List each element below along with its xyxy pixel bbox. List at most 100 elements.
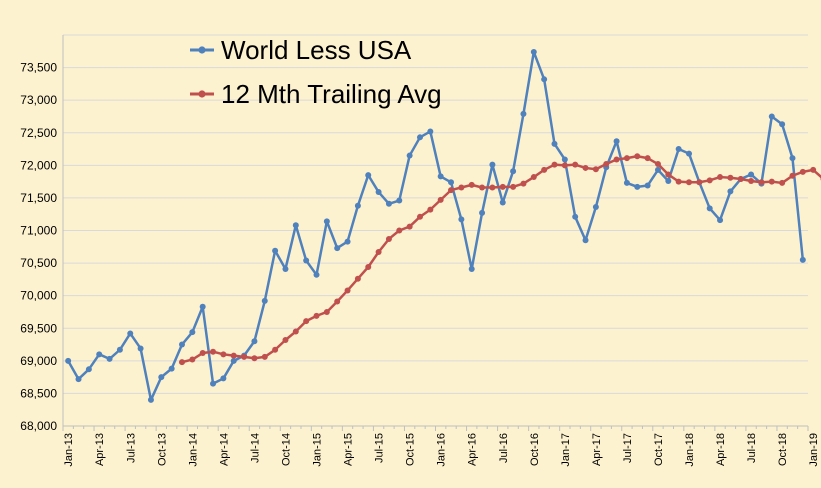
x-tick-label: Jan-13 xyxy=(63,433,75,467)
data-point xyxy=(96,351,103,358)
x-tick-label: Oct-13 xyxy=(156,433,168,466)
data-point xyxy=(665,177,672,184)
data-point xyxy=(354,202,361,209)
x-tick-label: Jul-14 xyxy=(249,433,261,463)
data-point xyxy=(272,247,279,254)
data-point xyxy=(541,76,548,83)
data-point xyxy=(654,161,661,168)
y-tick-label: 73,500 xyxy=(20,61,57,75)
data-point xyxy=(592,204,599,211)
data-point xyxy=(220,375,227,382)
data-point xyxy=(592,166,599,173)
data-point xyxy=(313,271,320,278)
x-tick-label: Apr-14 xyxy=(218,433,230,466)
data-point xyxy=(210,380,217,387)
data-point xyxy=(448,187,455,194)
data-point xyxy=(344,287,351,294)
x-tick-label: Apr-18 xyxy=(715,433,727,466)
data-point xyxy=(799,168,806,175)
data-point xyxy=(261,297,268,304)
data-point xyxy=(779,179,786,186)
data-point xyxy=(603,161,610,168)
data-point xyxy=(282,336,289,343)
data-point xyxy=(354,275,361,282)
data-point xyxy=(313,312,320,319)
data-point xyxy=(623,179,630,186)
y-tick-label: 70,500 xyxy=(20,256,57,270)
x-tick-label: Apr-13 xyxy=(94,433,106,466)
x-tick-label: Oct-15 xyxy=(405,433,417,466)
data-point xyxy=(717,217,724,224)
data-point xyxy=(654,166,661,173)
data-point xyxy=(748,171,755,178)
data-point xyxy=(561,162,568,169)
legend-item-world-less-usa: World Less USA xyxy=(190,35,412,65)
data-point xyxy=(427,206,434,213)
x-tick-label: Jul-13 xyxy=(125,433,137,463)
data-point xyxy=(158,374,165,381)
x-tick-label: Apr-15 xyxy=(343,433,355,466)
data-point xyxy=(468,265,475,272)
data-point xyxy=(520,110,527,117)
y-tick-label: 68,000 xyxy=(20,419,57,433)
data-point xyxy=(437,196,444,203)
data-point xyxy=(789,155,796,162)
x-tick-label: Jan-15 xyxy=(312,433,324,467)
series xyxy=(65,48,821,403)
x-tick-label: Jan-17 xyxy=(560,433,572,467)
data-point xyxy=(499,183,506,190)
data-point xyxy=(323,308,330,315)
x-tick-label: Oct-17 xyxy=(653,433,665,466)
data-point xyxy=(675,178,682,185)
data-point xyxy=(416,134,423,141)
y-tick-label: 70,000 xyxy=(20,289,57,303)
legend: World Less USA 12 Mth Trailing Avg xyxy=(190,35,442,109)
data-point xyxy=(717,174,724,181)
data-point xyxy=(551,161,558,168)
legend-label-trailing-avg: 12 Mth Trailing Avg xyxy=(221,79,442,109)
x-tick-label: Apr-17 xyxy=(591,433,603,466)
data-point xyxy=(241,353,248,360)
data-point xyxy=(365,172,372,179)
data-point xyxy=(220,351,227,358)
data-point xyxy=(489,184,496,191)
data-point xyxy=(344,238,351,245)
y-tick-label: 68,500 xyxy=(20,386,57,400)
data-point xyxy=(789,172,796,179)
axes xyxy=(62,35,809,431)
data-point xyxy=(375,249,382,255)
data-point xyxy=(479,209,486,216)
data-point xyxy=(551,140,558,147)
data-point xyxy=(706,177,713,184)
x-tick-label: Jan-18 xyxy=(684,433,696,467)
series-1 xyxy=(178,153,821,366)
data-point xyxy=(468,181,475,188)
data-point xyxy=(520,180,527,187)
data-point xyxy=(116,346,123,353)
data-point xyxy=(261,353,268,360)
data-point xyxy=(810,166,817,173)
data-point xyxy=(737,176,744,183)
x-tick-label: Jul-18 xyxy=(746,433,758,463)
data-point xyxy=(230,357,237,364)
data-point xyxy=(303,257,310,264)
data-point xyxy=(272,346,279,353)
data-point xyxy=(251,338,258,345)
x-tick-label: Jul-16 xyxy=(498,433,510,463)
data-point xyxy=(623,155,630,162)
data-point xyxy=(178,359,185,366)
data-point xyxy=(65,357,72,364)
y-tick-label: 71,500 xyxy=(20,191,57,205)
x-tick-label: Oct-14 xyxy=(280,433,292,466)
data-point xyxy=(334,245,341,252)
data-point xyxy=(303,318,310,325)
x-tick-label: Jan-16 xyxy=(436,433,448,467)
data-point xyxy=(706,205,713,212)
data-point xyxy=(292,328,299,335)
data-point xyxy=(137,345,144,352)
y-tick-label: 72,500 xyxy=(20,126,57,140)
data-point xyxy=(168,365,175,372)
data-point xyxy=(147,396,154,403)
